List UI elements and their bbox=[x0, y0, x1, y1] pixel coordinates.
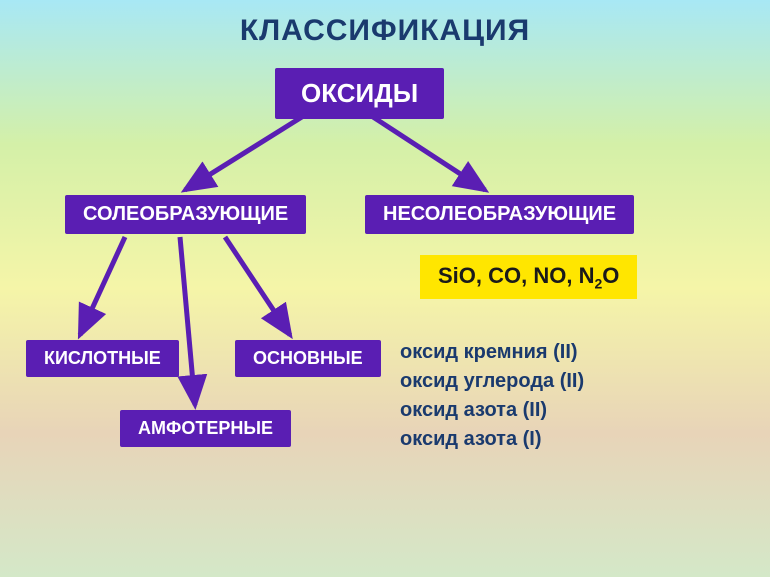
node-basic: ОСНОВНЫЕ bbox=[235, 340, 381, 377]
examples-list-item: оксид азота (I) bbox=[400, 425, 584, 454]
examples-formulas: SiO, CO, NO, N2O bbox=[420, 255, 637, 299]
node-oxides: ОКСИДЫ bbox=[275, 68, 444, 119]
node-amphoteric: АМФОТЕРНЫЕ bbox=[120, 410, 291, 447]
node-acidic: КИСЛОТНЫЕ bbox=[26, 340, 179, 377]
examples-list-item: оксид кремния (II) bbox=[400, 338, 584, 367]
node-non-salt-forming: НЕСОЛЕОБРАЗУЮЩИЕ bbox=[365, 195, 634, 234]
examples-list-item: оксид углерода (II) bbox=[400, 367, 584, 396]
examples-list: оксид кремния (II)оксид углерода (II)окс… bbox=[400, 338, 584, 454]
node-salt-forming: СОЛЕОБРАЗУЮЩИЕ bbox=[65, 195, 306, 234]
examples-list-item: оксид азота (II) bbox=[400, 396, 584, 425]
diagram-title: КЛАССИФИКАЦИЯ bbox=[240, 14, 530, 48]
